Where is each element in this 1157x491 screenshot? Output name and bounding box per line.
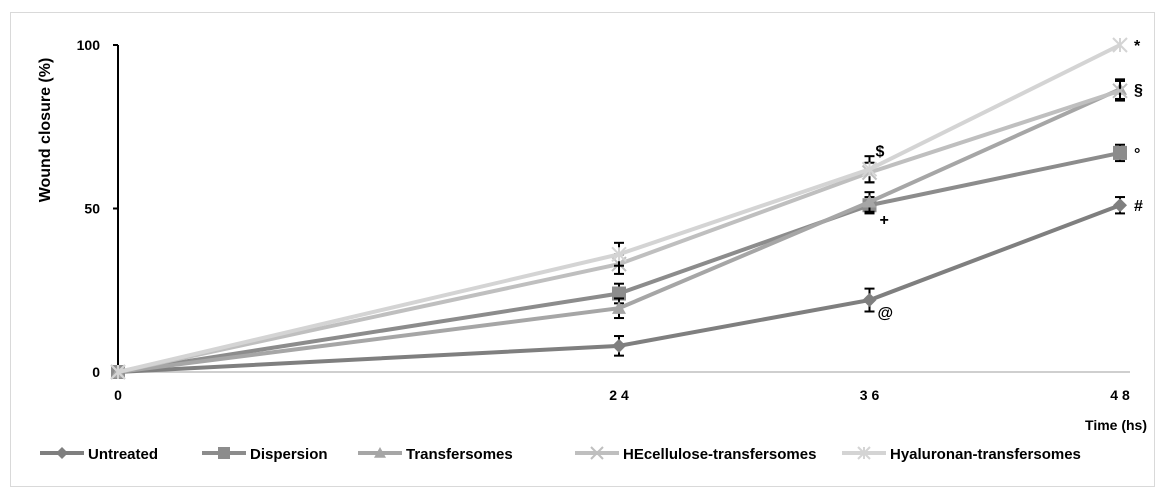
series-untreated	[111, 196, 1127, 379]
legend-item-hecellulose-transfersomes: HEcellulose-transfersomes	[575, 446, 816, 463]
legend-swatch-marker	[857, 446, 871, 460]
legend-swatch-marker	[590, 446, 604, 460]
legend-swatch-marker	[374, 447, 386, 458]
data-point	[612, 338, 626, 353]
series-hyaluronan-transfersomes	[110, 37, 1128, 380]
end-annotation: #	[1134, 198, 1143, 215]
y-tick-label: 100	[77, 37, 101, 53]
legend-label: HEcellulose-transfersomes	[623, 446, 816, 463]
end-annotation: °	[1134, 146, 1140, 163]
point-annotation: +	[880, 212, 889, 229]
x-axis-title: Time (hs)	[1085, 417, 1147, 433]
data-point	[611, 246, 627, 262]
series-line	[117, 87, 1121, 374]
axes	[113, 44, 1130, 373]
legend: Untreated Dispersion Transfersomes HEcellul…	[40, 446, 1081, 463]
series-line	[117, 150, 1121, 374]
x-tick-label: 2 4	[609, 387, 629, 403]
series-transfersomes	[111, 78, 1127, 378]
legend-item-transfersomes: Transfersomes	[358, 446, 513, 463]
x-tick-label: 3 6	[860, 387, 880, 403]
legend-label: Untreated	[88, 446, 158, 463]
legend-label: Hyaluronan-transfersomes	[890, 446, 1081, 463]
data-point	[1112, 37, 1128, 53]
series-line	[117, 88, 1121, 374]
legend-item-hyaluronan-transfersomes: Hyaluronan-transfersomes	[842, 446, 1081, 463]
data-point	[1113, 145, 1127, 160]
labels: 0 50 100 0 2 4 3 6 4 8 Wound closure (%) Time (h…	[37, 37, 1147, 433]
y-axis-title: Wound closure (%)	[37, 58, 54, 203]
y-tick-label: 50	[84, 201, 100, 217]
series-line	[117, 203, 1121, 374]
legend-label: Transfersomes	[406, 446, 513, 463]
point-annotation: @	[878, 305, 894, 322]
end-annotation: *	[1134, 38, 1141, 55]
point-annotation: $	[876, 144, 885, 161]
data-point	[862, 194, 877, 208]
legend-item-dispersion: Dispersion	[202, 446, 328, 463]
y-tick-label: 0	[92, 364, 100, 380]
data-point	[1113, 198, 1127, 213]
legend-swatch-marker	[56, 447, 68, 459]
data-point	[862, 293, 877, 308]
series-hecellulose-transfersomes	[110, 79, 1128, 380]
legend-item-untreated: Untreated	[40, 446, 158, 463]
chart-frame	[10, 12, 1155, 487]
end-annotation: §	[1134, 82, 1143, 99]
data-point	[110, 364, 126, 380]
data-point	[612, 286, 626, 301]
legend-swatch-marker	[218, 447, 230, 459]
data-point	[612, 301, 626, 314]
data-point	[861, 161, 878, 177]
series-layer	[110, 37, 1128, 380]
x-tick-label: 4 8	[1110, 387, 1130, 403]
data-point	[1112, 83, 1128, 99]
x-tick-label: 0	[114, 387, 122, 403]
series-line	[117, 43, 1121, 374]
legend-label: Dispersion	[250, 446, 328, 463]
